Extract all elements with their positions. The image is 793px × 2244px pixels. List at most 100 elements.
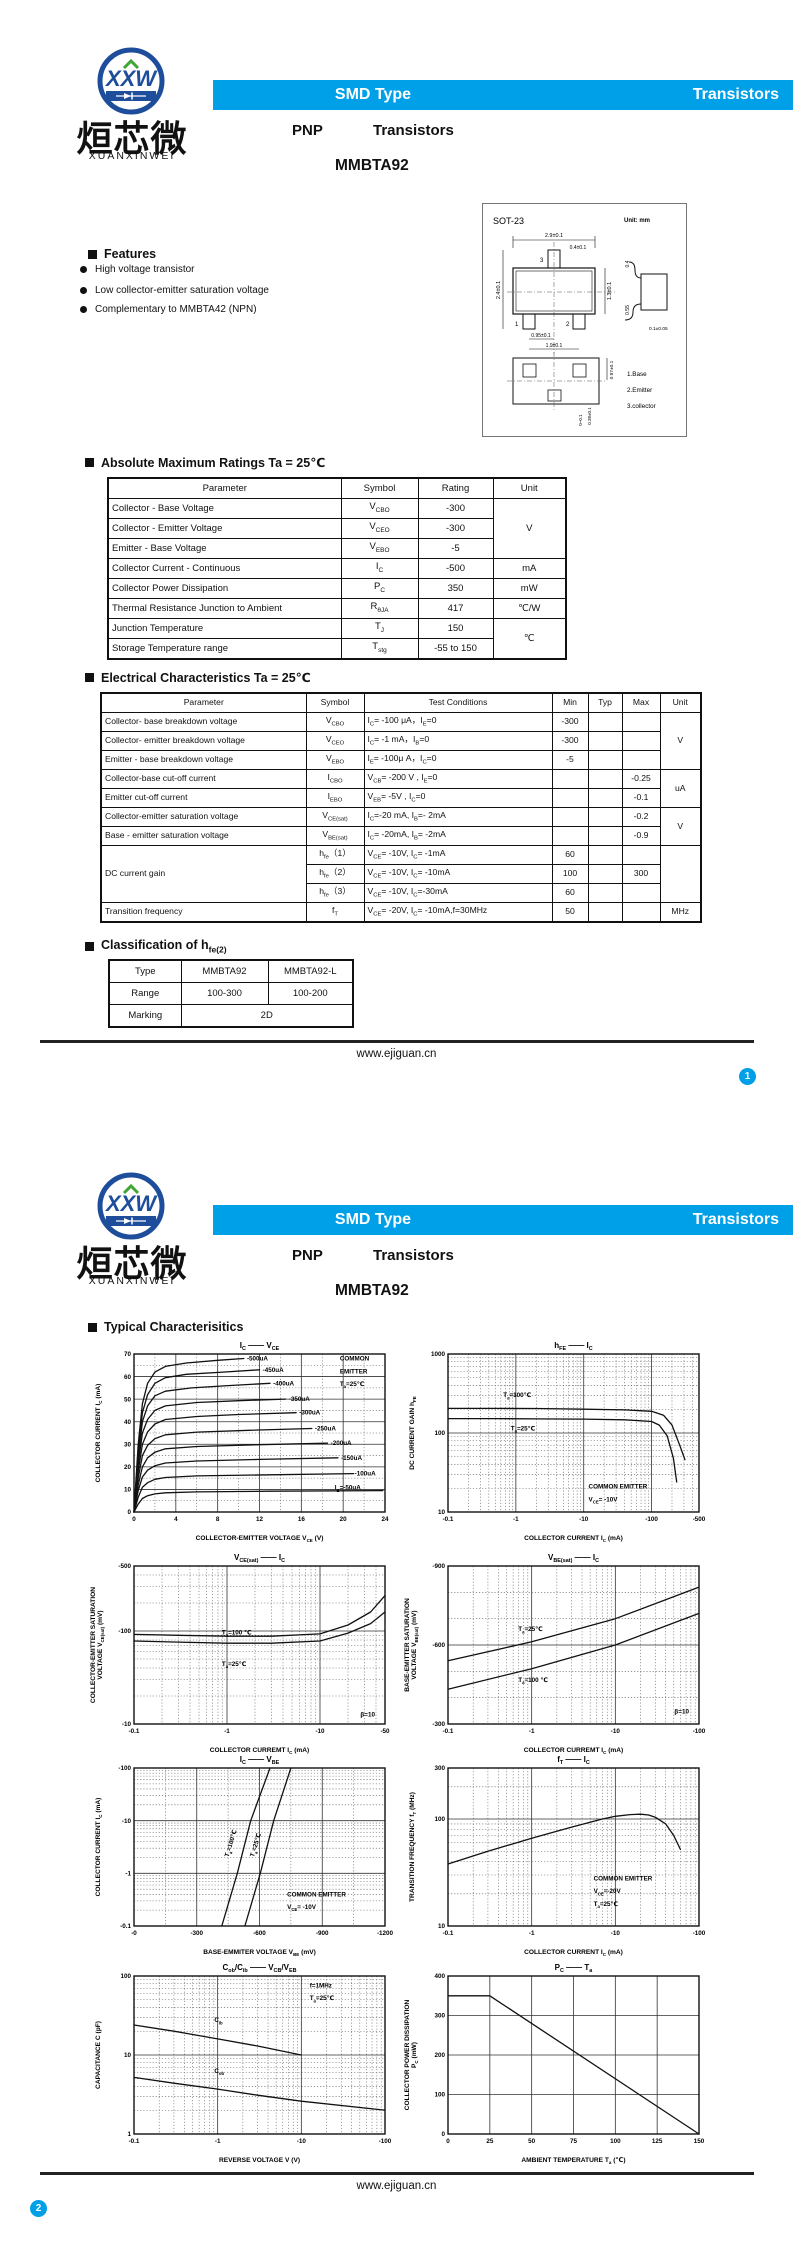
cell: Emitter cut-off current bbox=[100, 788, 307, 808]
svg-text:-500: -500 bbox=[693, 1516, 706, 1523]
feature-text: High voltage transistor bbox=[95, 264, 195, 275]
svg-text:24: 24 bbox=[381, 1516, 389, 1523]
cell: VCBO bbox=[305, 712, 365, 732]
svg-text:125: 125 bbox=[652, 2138, 663, 2145]
svg-text:Ta=100 ℃: Ta=100 ℃ bbox=[222, 1629, 252, 1637]
svg-text:-600: -600 bbox=[253, 1930, 266, 1937]
footer-site-url[interactable]: www.ejiguan.cn bbox=[356, 2180, 437, 2192]
cell bbox=[621, 902, 661, 923]
cell bbox=[587, 769, 623, 789]
dim-pad-h: 0.97±0.1 bbox=[609, 360, 615, 379]
svg-text:-100uA: -100uA bbox=[355, 1471, 376, 1478]
svg-text:200: 200 bbox=[434, 2052, 445, 2059]
pin-legend-collector: 3.collector bbox=[627, 403, 656, 410]
svg-text:-10: -10 bbox=[315, 1728, 325, 1735]
class-title: Classification of hfe(2) bbox=[101, 938, 227, 955]
svg-text:PC —— Ta: PC —— Ta bbox=[555, 1963, 594, 1974]
svg-text:400: 400 bbox=[434, 1973, 445, 1980]
cell: DC current gain bbox=[100, 845, 307, 903]
cell: Collector-base cut-off current bbox=[100, 769, 307, 789]
brand-logo-icon: XXW bbox=[97, 1172, 165, 1240]
chart-ic-vs-vce: 0 4 8 12 16 20 24 0 10 20 30 40 50 60 70 IC —— VCE COLL… bbox=[88, 1338, 398, 1546]
svg-text:Ta=100℃: Ta=100℃ bbox=[503, 1392, 531, 1400]
bullet-icon bbox=[80, 287, 87, 294]
part-number: MMBTA92 bbox=[335, 1282, 409, 1299]
cell: hfe（1） bbox=[305, 845, 365, 865]
svg-text:-10: -10 bbox=[611, 1930, 621, 1937]
cell bbox=[587, 845, 623, 865]
cell: VEBO bbox=[305, 750, 365, 770]
svg-text:Ta=25℃: Ta=25℃ bbox=[511, 1425, 536, 1433]
svg-text:COLLECTOR-EMITTER SATURATIONVO: COLLECTOR-EMITTER SATURATIONVOLTAGE VCE(… bbox=[90, 1587, 105, 1703]
svg-text:-100: -100 bbox=[645, 1516, 658, 1523]
footer-site-url[interactable]: www.ejiguan.cn bbox=[356, 1048, 437, 1060]
cell bbox=[551, 788, 589, 808]
svg-text:VCE= -10V: VCE= -10V bbox=[287, 1904, 317, 1912]
header-cell: Unit bbox=[659, 692, 702, 713]
cell: VCE= -10V, IC= -10mA bbox=[363, 864, 553, 884]
svg-text:-1200: -1200 bbox=[377, 1930, 394, 1937]
cell: uA bbox=[659, 769, 702, 808]
elec-table: Parameter Symbol Test Conditions Min Typ Max U… bbox=[100, 692, 702, 923]
svg-text:BASE-EMMITER VOLTAGE VBE (: BASE-EMMITER VOLTAGE VBE (mV) bbox=[203, 1949, 316, 1957]
cell bbox=[551, 826, 589, 846]
features-title: Features bbox=[104, 247, 157, 261]
svg-text:-10: -10 bbox=[122, 1721, 132, 1728]
header-cell: Symbol bbox=[340, 477, 419, 499]
svg-text:Ta=25℃: Ta=25℃ bbox=[249, 1832, 264, 1858]
svg-text:Ta=25℃: Ta=25℃ bbox=[518, 1626, 543, 1634]
svg-text:Ta=25℃: Ta=25℃ bbox=[310, 1995, 335, 2003]
cell: VEBO bbox=[340, 538, 419, 559]
svg-text:75: 75 bbox=[570, 2138, 578, 2145]
svg-text:Ta=25℃: Ta=25℃ bbox=[594, 1901, 619, 1909]
cell: 100 bbox=[551, 864, 589, 884]
abs_max-grid: Parameter Symbol Rating Unit Collector - Bas… bbox=[107, 477, 567, 660]
cell: Emitter - base breakdown voltage bbox=[100, 750, 307, 770]
svg-text:-350uA: -350uA bbox=[289, 1396, 310, 1403]
svg-text:-1: -1 bbox=[215, 2138, 221, 2145]
cell: -5 bbox=[417, 538, 494, 559]
cell: hfe（2） bbox=[305, 864, 365, 884]
svg-text:-500: -500 bbox=[118, 1563, 131, 1570]
svg-text:25: 25 bbox=[486, 2138, 494, 2145]
svg-text:COLLECTOR CURREMT IC (mA): COLLECTOR CURREMT IC (mA) bbox=[524, 1747, 623, 1755]
dim-stand: 0~0.1 bbox=[578, 414, 583, 426]
dim-lead-top: 0.4 bbox=[625, 260, 631, 267]
cell bbox=[587, 883, 623, 903]
svg-text:60: 60 bbox=[124, 1374, 132, 1381]
square-bullet-icon bbox=[88, 249, 97, 259]
svg-text:β=10: β=10 bbox=[360, 1712, 375, 1719]
svg-text:100: 100 bbox=[120, 1973, 131, 1980]
cell: VCEO bbox=[305, 731, 365, 751]
header-bar: SMD Type Transistors bbox=[213, 1205, 793, 1235]
chart-vcesat-vs-ic: -0.1 -1 -10 -50 -500 -100 -10 VCE(sat) —— IC CO… bbox=[88, 1550, 398, 1758]
abs-max-title: Absolute Maximum Ratings Ta = 25℃ bbox=[101, 456, 326, 470]
svg-text:AMBIENT TEMPERATURE Ta (℃): AMBIENT TEMPERATURE Ta (℃) bbox=[521, 2156, 625, 2165]
svg-text:Ta=100℃: Ta=100℃ bbox=[224, 1829, 240, 1859]
cell bbox=[621, 845, 661, 865]
type-word-transistors: Transistors bbox=[373, 122, 454, 139]
cell: 350 bbox=[417, 578, 494, 599]
svg-text:-400uA: -400uA bbox=[273, 1380, 294, 1387]
chart-vbesat-vs-ic: -0.1 -1 -10 -100 -900 -600 -300 VBE(sat) —— IC … bbox=[402, 1550, 712, 1758]
svg-text:VCE=-20V: VCE=-20V bbox=[594, 1888, 622, 1896]
cell: V bbox=[659, 712, 702, 770]
svg-text:-600: -600 bbox=[432, 1642, 445, 1649]
svg-text:Cob: Cob bbox=[214, 2068, 224, 2076]
cell: -55 to 150 bbox=[417, 638, 494, 660]
page-number-badge: 2 bbox=[30, 2200, 47, 2217]
dim-thickness: 0.1±0.05 bbox=[649, 326, 668, 332]
svg-text:-0.1: -0.1 bbox=[129, 1728, 140, 1735]
cell: VCBO bbox=[340, 498, 419, 519]
cell: V bbox=[659, 807, 702, 846]
cell: PC bbox=[340, 578, 419, 599]
cell bbox=[659, 845, 702, 903]
typical-heading: Typical Characterisitics bbox=[88, 1320, 243, 1334]
brand-cn-name: 烜芯微 bbox=[76, 1243, 188, 1284]
svg-text:-0.1: -0.1 bbox=[443, 1728, 454, 1735]
svg-text:Ta=25℃: Ta=25℃ bbox=[340, 1381, 365, 1389]
svg-text:-300uA: -300uA bbox=[299, 1410, 320, 1417]
svg-text:COLLECTOR CURRENT IC (mA): COLLECTOR CURRENT IC (mA) bbox=[524, 1949, 623, 1957]
header-cell: Max bbox=[621, 692, 661, 713]
